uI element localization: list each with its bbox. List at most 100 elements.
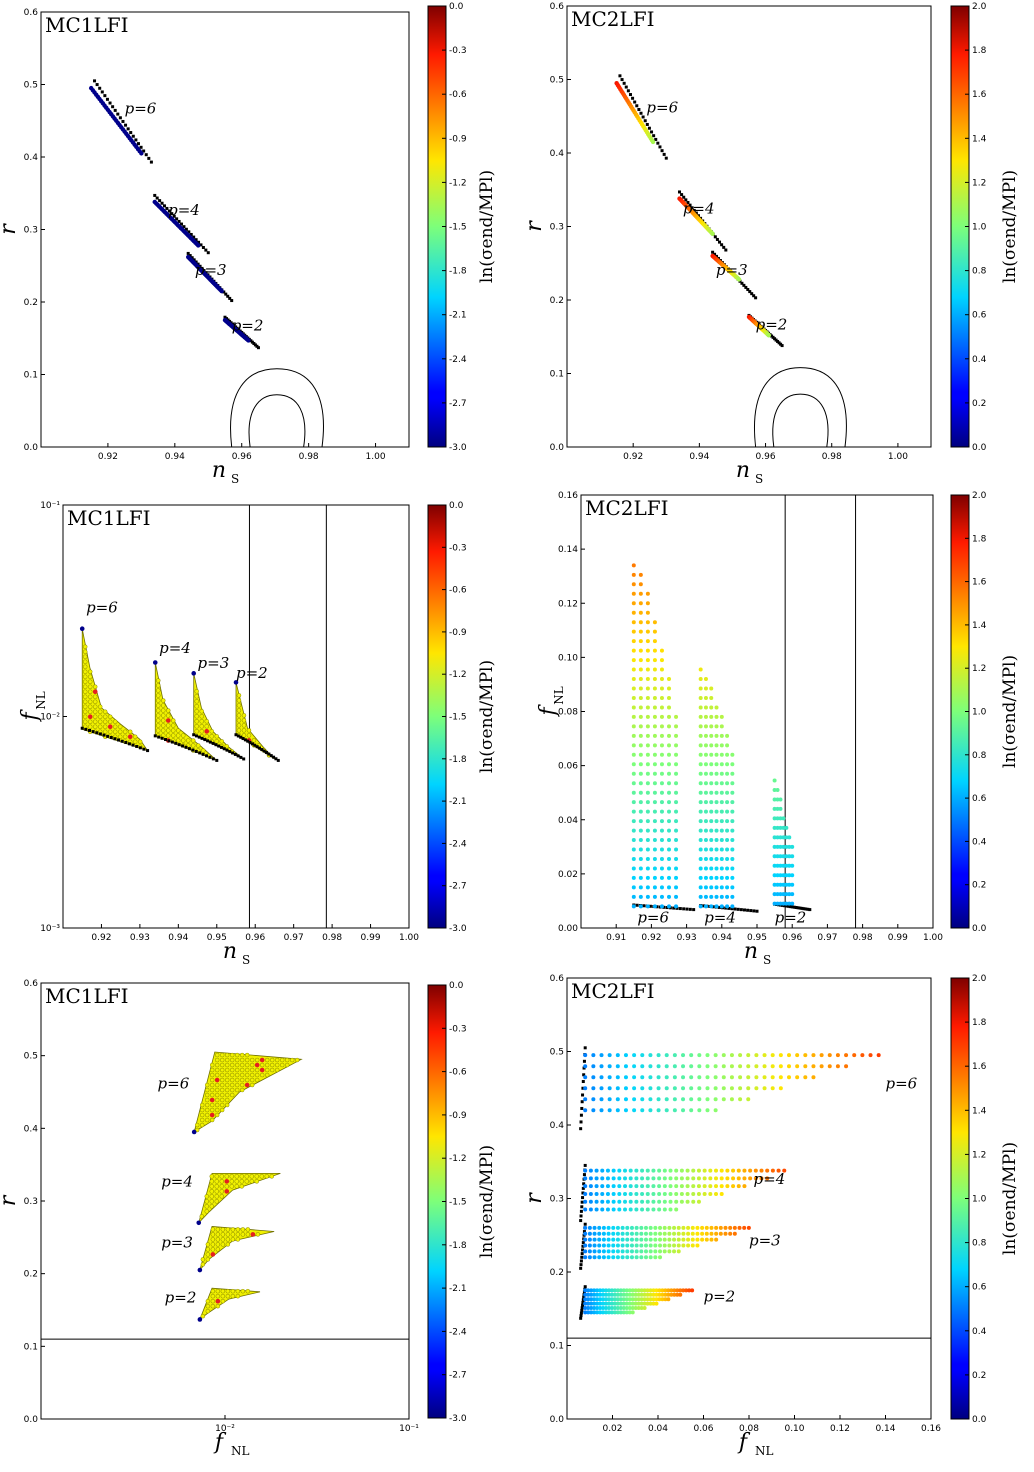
edge-point (579, 1316, 583, 1320)
data-point (631, 762, 636, 767)
data-point (709, 904, 714, 909)
data-point (668, 1199, 673, 1204)
edge-point (103, 94, 107, 98)
edge-point (727, 906, 731, 910)
region-point (194, 689, 199, 694)
y-tick-label: 0.4 (550, 149, 565, 159)
region-point (229, 1062, 235, 1068)
data-point (668, 1184, 673, 1189)
data-point (623, 1064, 628, 1069)
data-point (746, 1075, 751, 1080)
y-tick-label: 0.1 (550, 370, 564, 380)
region-point (209, 1199, 214, 1204)
colorbar-tick-label: 0.4 (972, 1327, 987, 1337)
x-axis-label-sub: NL (231, 1444, 250, 1458)
data-point (730, 771, 735, 776)
data-point (659, 875, 664, 880)
edge-point (87, 728, 91, 732)
region-p=3: p=3 (191, 654, 244, 760)
data-point (607, 1108, 612, 1113)
y-tick-label: 0.4 (550, 1121, 565, 1131)
series-label: p=2 (236, 664, 268, 682)
edge-point (773, 337, 777, 341)
edge-point (808, 908, 812, 912)
region-tip-point (191, 1129, 197, 1135)
edge-point (645, 122, 649, 126)
data-point (784, 844, 789, 849)
data-point (662, 1237, 667, 1242)
region-point (199, 1214, 204, 1219)
region-point (244, 1179, 249, 1184)
y-tick-label: 0.04 (558, 816, 578, 826)
region-point (230, 1288, 236, 1294)
data-point (634, 1199, 639, 1204)
data-point (656, 1097, 661, 1102)
region-point (236, 713, 242, 718)
region-point (249, 1057, 255, 1063)
data-point (652, 771, 657, 776)
data-point (691, 1176, 696, 1181)
data-point (628, 1168, 633, 1173)
region-p=4: p=4 (161, 1172, 281, 1226)
plot-frame (40, 11, 410, 448)
series-label: p=3 (198, 654, 230, 672)
data-point (601, 1306, 606, 1311)
data-point (645, 1288, 650, 1293)
colorbar-label: ln(σend/MPl) (477, 1145, 497, 1258)
fan-p=3: p=3 (579, 1222, 781, 1270)
colorbar-tick-label: -3.0 (449, 443, 467, 453)
data-point (659, 800, 664, 805)
region-point (214, 1087, 220, 1093)
region-point (204, 1209, 209, 1214)
data-point (621, 1301, 626, 1306)
data-point (782, 1168, 787, 1173)
region-point (255, 1232, 261, 1237)
data-point (623, 1075, 628, 1080)
data-point (615, 1237, 620, 1242)
data-point (631, 809, 636, 814)
y-tick-label: 0.3 (550, 1195, 564, 1205)
data-point (675, 1292, 680, 1297)
region-point (246, 728, 252, 733)
data-point (583, 1053, 588, 1058)
colorbar-tick-label: -0.6 (449, 1068, 467, 1078)
edge-point (189, 232, 193, 236)
edge-point (784, 904, 788, 908)
edge-point (724, 906, 728, 910)
region-point (219, 1077, 225, 1083)
region-point (83, 694, 88, 699)
data-point (595, 1292, 600, 1297)
region-point (264, 1174, 269, 1179)
x-tick-label: 0.95 (207, 933, 227, 943)
data-point (714, 790, 719, 795)
region-point (210, 1288, 216, 1294)
data-point (603, 1297, 608, 1302)
region-red-point (107, 724, 113, 730)
region-point (209, 1062, 215, 1068)
data-point (803, 1053, 808, 1058)
data-point (598, 1310, 603, 1315)
edge-point (175, 217, 179, 221)
data-point (689, 1108, 694, 1113)
data-point (605, 1207, 610, 1212)
data-point (643, 1231, 648, 1236)
data-point (586, 1297, 591, 1302)
edge-point (686, 201, 690, 205)
series-label: p=6 (158, 1074, 190, 1092)
data-point (736, 1184, 741, 1189)
data-point (703, 838, 708, 843)
data-point (631, 828, 636, 833)
region-point (199, 1107, 205, 1113)
data-point (648, 1064, 653, 1069)
y-tick-label: 10⁻² (40, 713, 60, 723)
edge-point (131, 134, 135, 138)
region-point (219, 1067, 225, 1073)
edge-point (740, 281, 744, 285)
data-point (775, 892, 780, 897)
edge-line (192, 733, 246, 761)
data-point (636, 1288, 641, 1293)
x-tick-label: 0.93 (130, 933, 150, 943)
data-point (681, 1053, 686, 1058)
data-point (598, 1297, 603, 1302)
data-point (659, 828, 664, 833)
